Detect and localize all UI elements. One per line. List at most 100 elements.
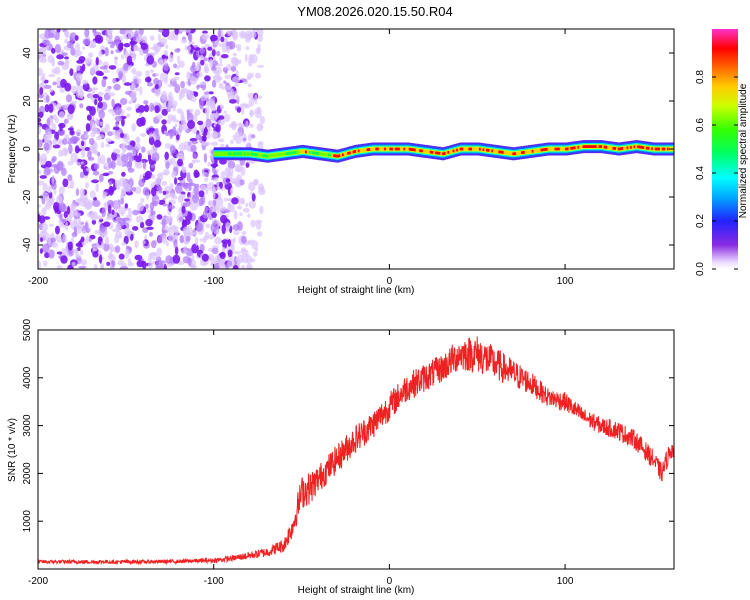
- spectrogram-noise-blob: [77, 85, 85, 91]
- spectrogram-noise-blob: [240, 248, 246, 255]
- spectrogram-ridge-core: [248, 152, 252, 156]
- spectrogram-noise-blob: [119, 29, 126, 35]
- spectrogram-noise-blob: [142, 187, 150, 196]
- colorbar-tick-label: 0.6: [695, 118, 706, 132]
- spectrogram-noise-blob: [120, 53, 125, 60]
- spectrogram-noise-blob: [99, 264, 105, 269]
- spectrogram-ridge-core: [617, 147, 621, 151]
- spectrogram-noise-blob: [38, 94, 44, 99]
- colorbar-label: Normalized spectral amplitude: [738, 83, 749, 218]
- spectrogram-noise-blob: [254, 110, 262, 119]
- spectrogram-noise-blob: [194, 65, 200, 70]
- spectrogram-ridge-core: [463, 147, 466, 151]
- spectrogram-noise-blob: [40, 230, 46, 235]
- spectrogram-noise-blob: [203, 91, 211, 95]
- spectrogram-noise-blob: [248, 200, 257, 209]
- spectrogram-ridge-core: [649, 147, 652, 150]
- spectrogram-noise-blob: [97, 96, 103, 102]
- spectrogram-noise-blob: [161, 29, 170, 38]
- spectrogram-noise-blob: [99, 254, 103, 264]
- spectrogram-noise-blob: [219, 251, 226, 259]
- spectrogram-ridge-core: [322, 152, 325, 156]
- spectrogram-noise-blob: [246, 263, 253, 269]
- spectrogram-noise-blob: [91, 219, 97, 225]
- spectrogram-ridge-core: [389, 147, 392, 151]
- spectrogram-noise-blob: [172, 103, 177, 112]
- spectrogram-noise-blob: [67, 241, 73, 251]
- spectrogram-noise-blob: [40, 76, 45, 81]
- spectrogram-ridge-core: [658, 147, 661, 151]
- spectrogram-noise-blob: [39, 175, 47, 179]
- spectrogram-ridge-core: [371, 147, 375, 151]
- spectrogram-noise-blob: [245, 162, 250, 168]
- spectrogram-noise-blob: [186, 172, 191, 183]
- spectrogram-noise-blob: [107, 204, 112, 214]
- spectrogram-noise-blob: [131, 123, 136, 132]
- spectrogram-ridge-core: [255, 153, 259, 157]
- spectrogram-noise-blob: [101, 207, 106, 218]
- spectrogram-noise-blob: [233, 250, 241, 255]
- spectrogram-noise-blob: [230, 122, 237, 129]
- spectrogram-noise-blob: [233, 230, 240, 236]
- spectrogram-noise-blob: [54, 117, 59, 124]
- spectrogram-noise-blob: [88, 43, 97, 49]
- spectrogram-noise-blob: [191, 159, 195, 165]
- spectrogram-noise-blob: [219, 181, 223, 189]
- spectrogram-noise-blob: [187, 120, 196, 129]
- spectrogram-noise-blob: [116, 181, 121, 190]
- spectrogram-noise-blob: [114, 77, 120, 82]
- spectrogram-noise-blob: [123, 82, 132, 86]
- spectrogram-noise-blob: [207, 161, 212, 167]
- spectrogram-noise-blob: [65, 94, 73, 103]
- spectrogram-noise-blob: [203, 57, 208, 62]
- spectrogram-noise-blob: [121, 74, 127, 84]
- spectrogram-noise-blob: [135, 70, 142, 78]
- spectrogram-noise-blob: [188, 33, 193, 43]
- spectrogram-noise-blob: [146, 149, 153, 156]
- spectrogram-ridge-core: [573, 146, 577, 150]
- spectrogram-noise-blob: [126, 152, 133, 157]
- spectrogram-noise-blob: [92, 245, 98, 252]
- spectrogram-noise-blob: [236, 254, 245, 264]
- spectrogram-noise-blob: [52, 81, 57, 86]
- spectrogram-noise-blob: [79, 89, 84, 100]
- spectrogram-noise-blob: [50, 198, 54, 206]
- spectrogram-noise-blob: [212, 191, 216, 199]
- spectrogram-noise-blob: [127, 262, 134, 267]
- spectrogram-noise-blob: [240, 166, 246, 176]
- spectrogram-noise-blob: [121, 242, 127, 246]
- spectrogram-noise-blob: [190, 144, 197, 153]
- spectrogram-ridge-core: [329, 153, 332, 157]
- spectrogram-ridge-core: [305, 150, 308, 154]
- spectrogram-noise-blob: [112, 148, 121, 154]
- spectrogram-noise-blob: [168, 226, 172, 235]
- spectrogram-noise-blob: [44, 203, 52, 210]
- spectrogram-ridge-core: [226, 152, 229, 156]
- spectrogram-noise-blob: [75, 221, 83, 230]
- spectrogram-noise-blob: [148, 135, 155, 146]
- spectrogram-ridge-core: [440, 152, 443, 155]
- spectrogram-ridge-core: [651, 147, 654, 151]
- spectrogram-noise-blob: [51, 155, 57, 162]
- spectrogram-noise-blob: [203, 153, 208, 163]
- spectrogram-ridge-core: [528, 150, 531, 153]
- spectrogram-noise-blob: [214, 177, 219, 182]
- spectrogram-ridge-core: [438, 151, 441, 155]
- spectrogram-ridge-core: [291, 151, 294, 155]
- spectrogram-noise-blob: [234, 177, 241, 188]
- spectrogram-noise-blob: [256, 231, 263, 237]
- spectrogram-noise-blob: [254, 247, 259, 252]
- spectrogram-ridge-core: [391, 147, 394, 151]
- spectrogram-noise-blob: [119, 98, 128, 105]
- spectrogram-noise-blob: [208, 91, 214, 95]
- spectrogram-noise-blob: [90, 66, 95, 75]
- spectrogram-noise-blob: [232, 237, 236, 243]
- spectrogram-ridge-core: [421, 149, 424, 153]
- spectrogram-noise-blob: [192, 194, 199, 204]
- spectrogram-y-label: Frequency (Hz): [7, 115, 18, 184]
- spectrogram-noise-blob: [159, 37, 168, 45]
- spectrogram-noise-blob: [180, 80, 186, 89]
- spectrogram-noise-blob: [71, 261, 76, 267]
- spectrogram-noise-blob: [180, 87, 188, 94]
